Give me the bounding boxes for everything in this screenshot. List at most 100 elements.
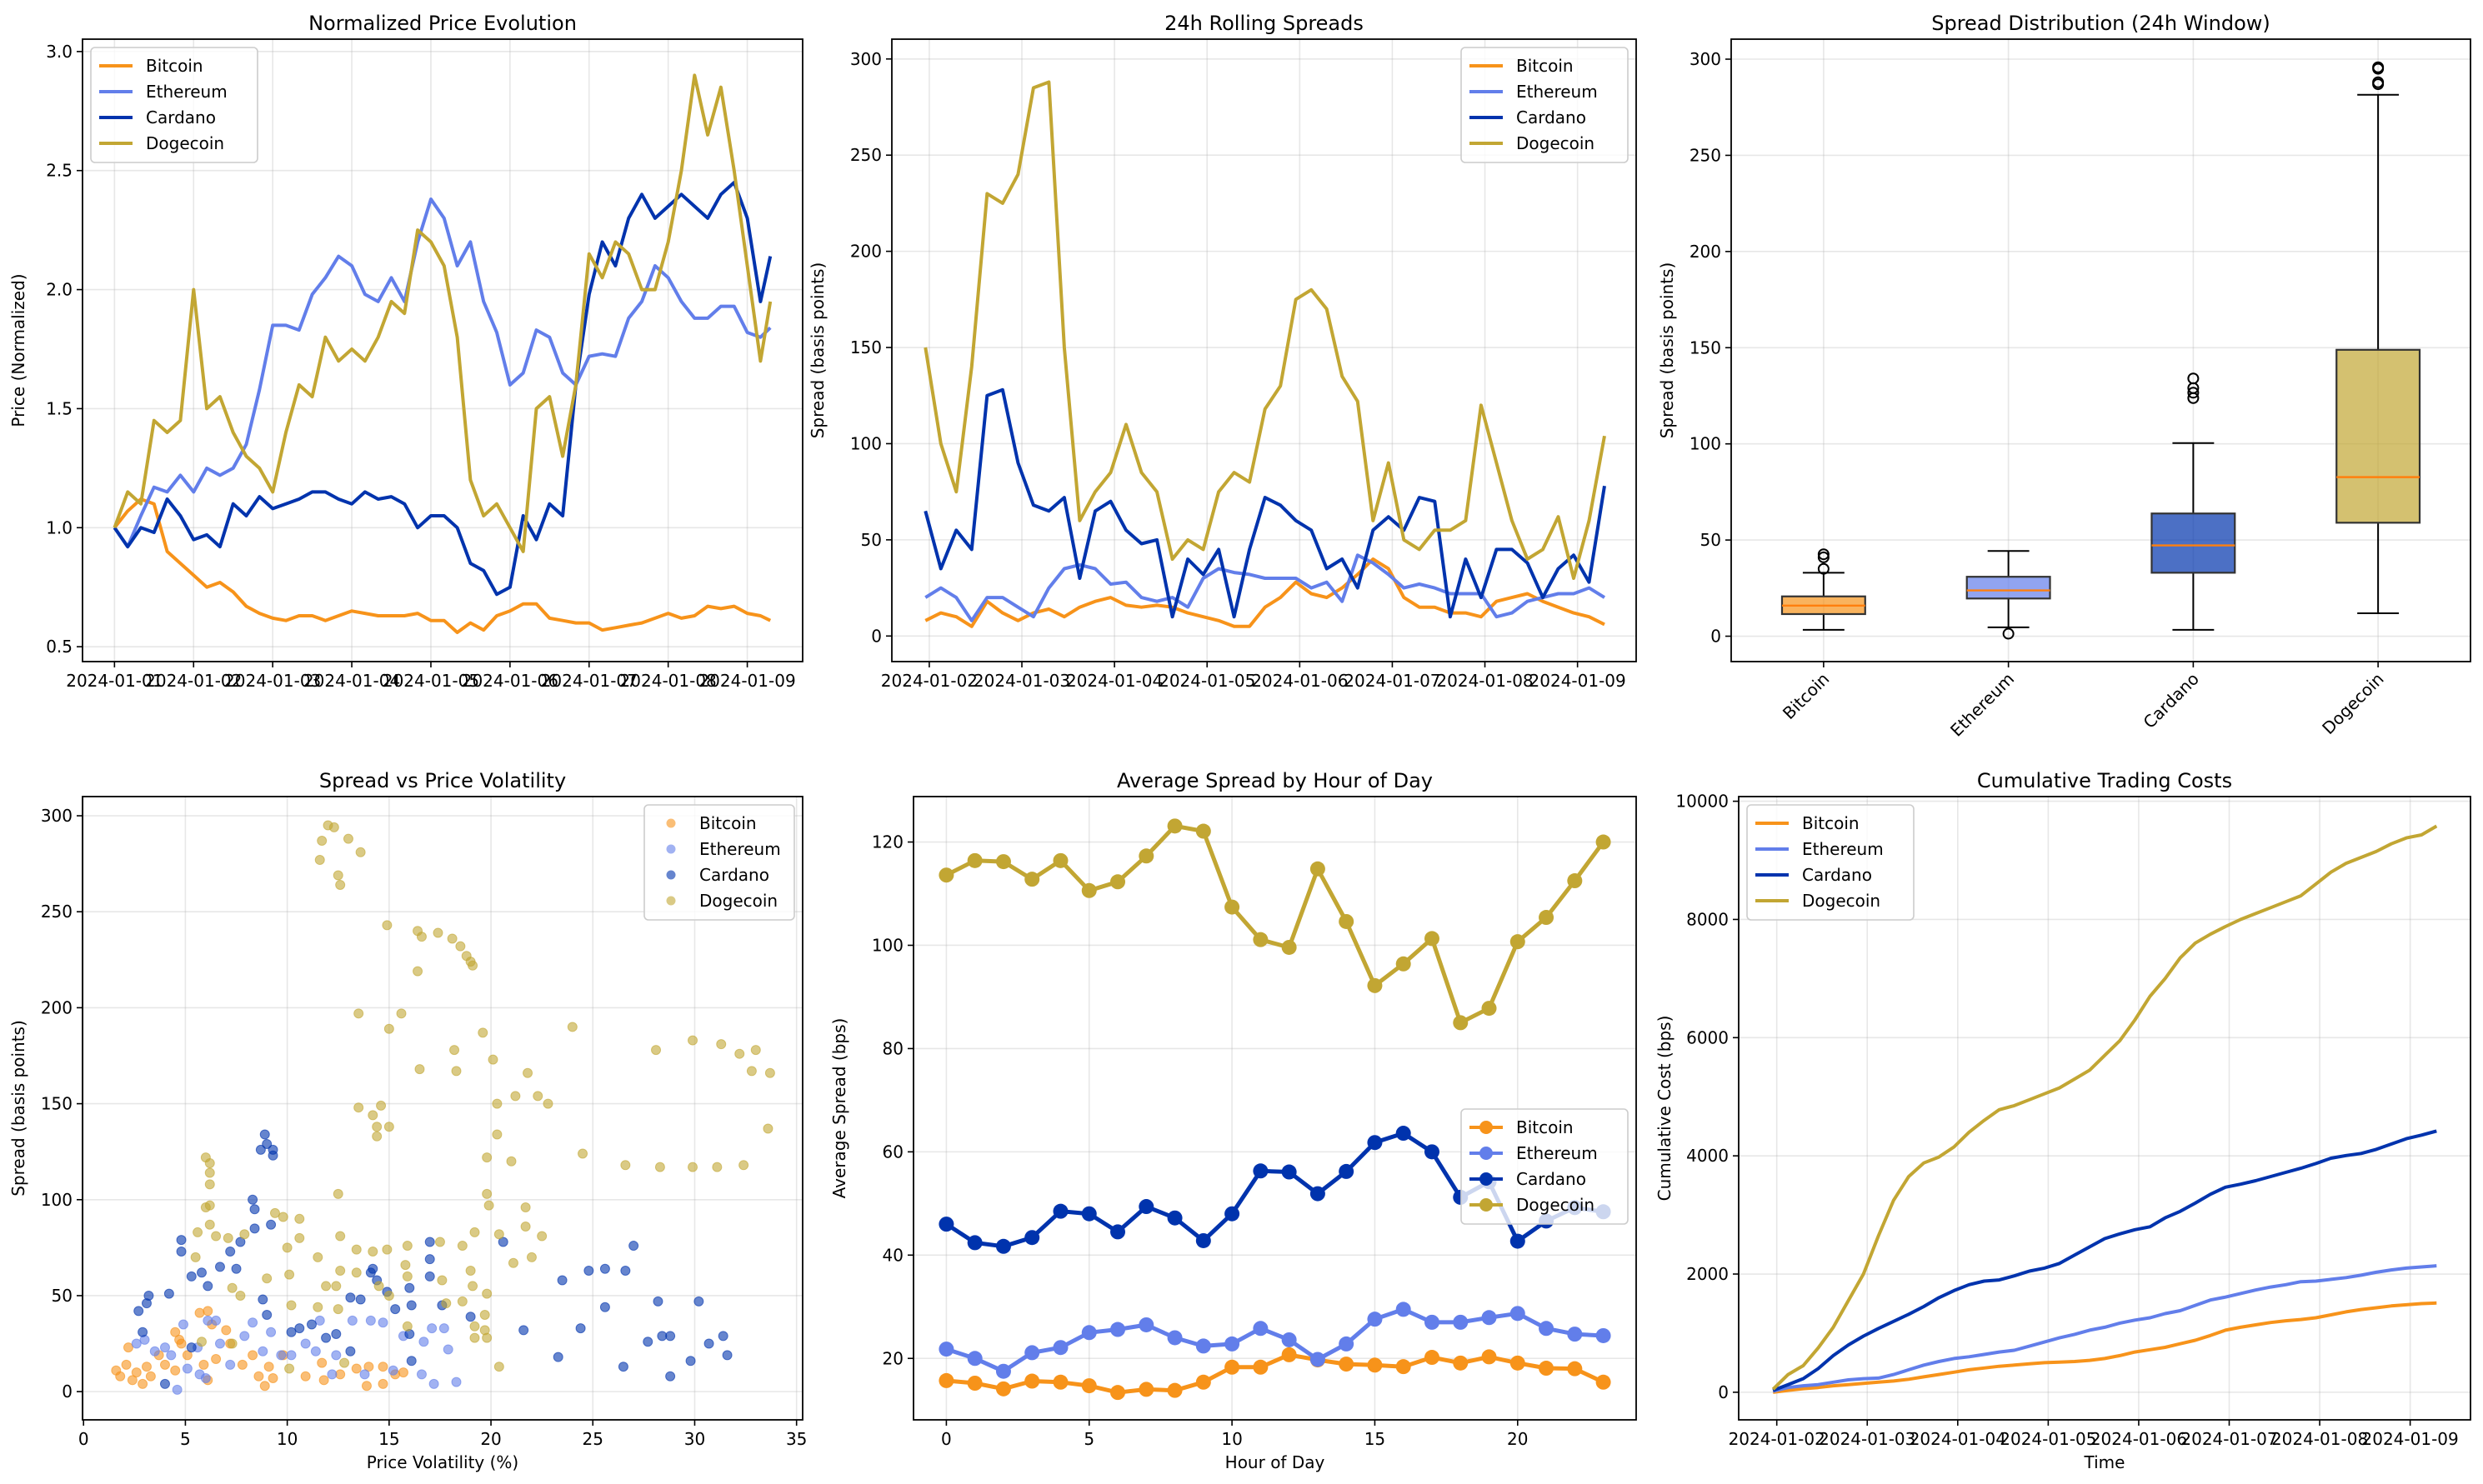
data-point-ethereum xyxy=(1024,1345,1040,1361)
series-line-cardano xyxy=(924,387,1606,619)
scatter-point-bitcoin xyxy=(138,1378,148,1389)
data-point-cardano xyxy=(1395,1126,1411,1142)
y-axis-label: Cumulative Cost (bps) xyxy=(1654,1016,1675,1202)
scatter-point-cardano xyxy=(424,1254,435,1265)
scatter-point-ethereum xyxy=(131,1338,142,1349)
data-point-ethereum xyxy=(1253,1321,1269,1337)
axes-frame xyxy=(1738,796,2471,1421)
scatter-point-cardano xyxy=(620,1266,631,1277)
scatter-point-dogecoin xyxy=(211,1231,222,1242)
scatter-point-dogecoin xyxy=(227,1282,238,1293)
legend: Bitcoin Ethereum Cardano Dogecoin xyxy=(1746,804,1915,921)
y-tick-label: 0 xyxy=(1710,627,1721,647)
legend-label: Cardano xyxy=(699,865,769,885)
data-point-cardano xyxy=(967,1235,983,1251)
chart-title: 24h Rolling Spreads xyxy=(1164,12,1364,35)
scatter-point-ethereum xyxy=(418,1337,429,1347)
axes-frame xyxy=(82,38,803,662)
series-line-ethereum xyxy=(924,553,1606,622)
subplot-24h-rolling-spreads: 0501001502002503002024-01-022024-01-0320… xyxy=(808,12,1637,691)
x-tick-label: 2024-01-03 xyxy=(224,671,321,691)
scatter-point-ethereum xyxy=(428,1378,439,1389)
scatter-point-dogecoin xyxy=(317,835,328,846)
y-tick-label: 0 xyxy=(1718,1382,1729,1402)
y-tick-label: 4000 xyxy=(1686,1146,1729,1166)
scatter-point-dogecoin xyxy=(223,1232,233,1243)
scatter-point-dogecoin xyxy=(335,879,346,890)
y-tick-label: 10000 xyxy=(1675,792,1729,812)
scatter-point-cardano xyxy=(249,1223,260,1234)
data-point-cardano xyxy=(1309,1186,1325,1202)
scatter-point-cardano xyxy=(406,1300,417,1311)
scatter-point-dogecoin xyxy=(483,1200,494,1211)
scatter-point-cardano xyxy=(196,1267,207,1278)
series-line-cardano xyxy=(113,181,773,597)
data-point-ethereum xyxy=(1195,1338,1211,1354)
scatter-point-dogecoin xyxy=(523,1067,533,1078)
scatter-point-ethereum xyxy=(286,1350,297,1361)
scatter-point-ethereum xyxy=(248,1317,258,1328)
series-line-cardano xyxy=(1772,1129,2437,1392)
scatter-point-bitcoin xyxy=(268,1373,278,1384)
legend-item-ethereum: Ethereum xyxy=(1469,82,1598,102)
scatter-point-cardano xyxy=(163,1288,174,1299)
scatter-point-dogecoin xyxy=(196,1337,207,1347)
x-axis-label: Hour of Day xyxy=(1225,1452,1325,1472)
data-point-bitcoin xyxy=(1167,1382,1183,1398)
scatter-point-cardano xyxy=(653,1296,663,1307)
legend-box xyxy=(1746,804,1915,921)
data-point-cardano xyxy=(1339,1163,1354,1179)
scatter-point-ethereum xyxy=(300,1338,311,1349)
x-tick-label: 2024-01-03 xyxy=(974,671,1070,691)
data-point-ethereum xyxy=(1081,1325,1097,1341)
series-line-dogecoin xyxy=(945,823,1605,1025)
scatter-point-dogecoin xyxy=(313,1252,323,1262)
legend-label: Cardano xyxy=(1516,107,1586,127)
scatter-point-ethereum xyxy=(258,1346,268,1357)
scatter-point-dogecoin xyxy=(353,1102,364,1113)
scatter-point-dogecoin xyxy=(543,1098,553,1109)
scatter-point-cardano xyxy=(575,1323,586,1334)
x-tick-label: 35 xyxy=(786,1429,807,1449)
legend-label: Cardano xyxy=(1516,1169,1586,1189)
legend: Bitcoin Ethereum Cardano Dogecoin xyxy=(1460,47,1629,163)
x-tick-label: 2024-01-06 xyxy=(2090,1429,2187,1449)
scatter-point-dogecoin xyxy=(493,1362,504,1372)
x-tick-label: 2024-01-04 xyxy=(1910,1429,2006,1449)
scatter-point-bitcoin xyxy=(121,1359,132,1370)
scatter-point-ethereum xyxy=(194,1369,205,1380)
scatter-point-dogecoin xyxy=(478,1027,488,1038)
scatter-point-dogecoin xyxy=(416,932,427,942)
scatter-point-dogecoin xyxy=(449,1045,460,1056)
x-tick-label: 15 xyxy=(1364,1429,1385,1449)
y-tick-label: 300 xyxy=(1690,49,1721,69)
x-tick-label: 2024-01-08 xyxy=(1436,671,1533,691)
legend-item-bitcoin: Bitcoin xyxy=(1469,1117,1574,1137)
x-tick-label: 5 xyxy=(1084,1429,1094,1449)
legend-item-bitcoin: Bitcoin xyxy=(666,813,757,833)
scatter-point-dogecoin xyxy=(321,1281,332,1292)
scatter-point-cardano xyxy=(133,1306,144,1317)
scatter-point-dogecoin xyxy=(434,1237,445,1247)
scatter-point-dogecoin xyxy=(482,1188,493,1199)
axes-frame xyxy=(891,38,1637,662)
legend-item-dogecoin: Dogecoin xyxy=(1755,891,1880,911)
data-point-dogecoin xyxy=(1081,882,1097,898)
y-tick-label: 3.0 xyxy=(46,42,73,62)
y-tick-label: 8000 xyxy=(1686,909,1729,929)
scatter-point-dogecoin xyxy=(469,1321,480,1332)
x-tick-label: 2024-01-05 xyxy=(2000,1429,2096,1449)
scatter-point-bitcoin xyxy=(363,1362,374,1372)
scatter-point-dogecoin xyxy=(482,1332,493,1343)
legend-label: Ethereum xyxy=(1516,1143,1598,1163)
scatter-point-dogecoin xyxy=(734,1048,745,1059)
legend-item-bitcoin: Bitcoin xyxy=(99,56,203,76)
x-tick-label: 2024-01-09 xyxy=(698,671,795,691)
data-point-bitcoin xyxy=(1253,1359,1269,1375)
x-tick-label: 2024-01-05 xyxy=(383,671,479,691)
scatter-point-dogecoin xyxy=(193,1227,203,1237)
x-tick-label: 2024-01-07 xyxy=(541,671,638,691)
x-tick-label: 10 xyxy=(1221,1429,1242,1449)
data-point-cardano xyxy=(1281,1164,1297,1180)
scatter-point-bitcoin xyxy=(259,1381,270,1392)
